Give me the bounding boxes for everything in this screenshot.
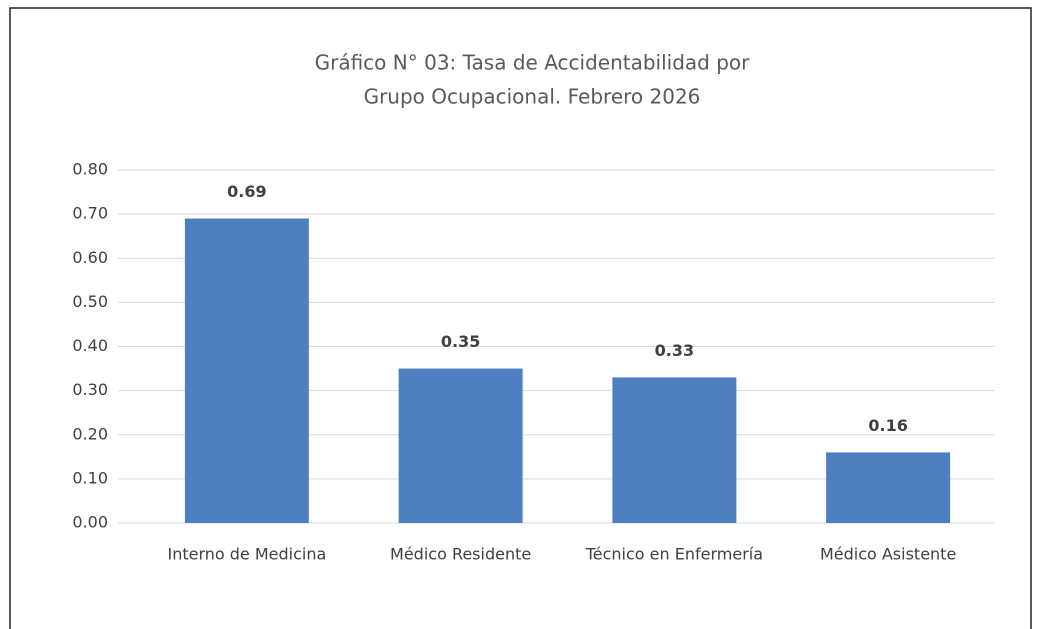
y-tick-label: 0.10 [72, 468, 108, 487]
y-tick-label: 0.80 [72, 160, 108, 179]
x-tick-label: Técnico en Enfermería [585, 545, 763, 564]
chart-frame [9, 7, 1032, 629]
chart-title: Gráfico N° 03: Tasa de Accidentabilidad … [315, 51, 751, 75]
y-tick-label: 0.70 [72, 204, 108, 223]
x-tick-label: Médico Residente [390, 545, 531, 564]
y-tick-label: 0.30 [72, 380, 108, 399]
y-tick-label: 0.50 [72, 292, 108, 311]
y-tick-label: 0.20 [72, 424, 108, 443]
value-label: 0.69 [227, 182, 266, 201]
y-tick-label: 0.40 [72, 336, 108, 355]
bar [826, 452, 951, 523]
x-tick-label: Interno de Medicina [167, 545, 326, 564]
value-label: 0.35 [441, 332, 480, 351]
y-tick-label: 0.00 [72, 513, 108, 532]
bar [398, 368, 523, 523]
x-tick-label: Médico Asistente [820, 545, 956, 564]
y-tick-label: 0.60 [72, 248, 108, 267]
value-label: 0.16 [868, 416, 907, 435]
chart-title: Grupo Ocupacional. Febrero 2026 [364, 85, 701, 109]
bar [184, 218, 309, 523]
value-label: 0.33 [655, 341, 694, 360]
bar [612, 377, 737, 523]
